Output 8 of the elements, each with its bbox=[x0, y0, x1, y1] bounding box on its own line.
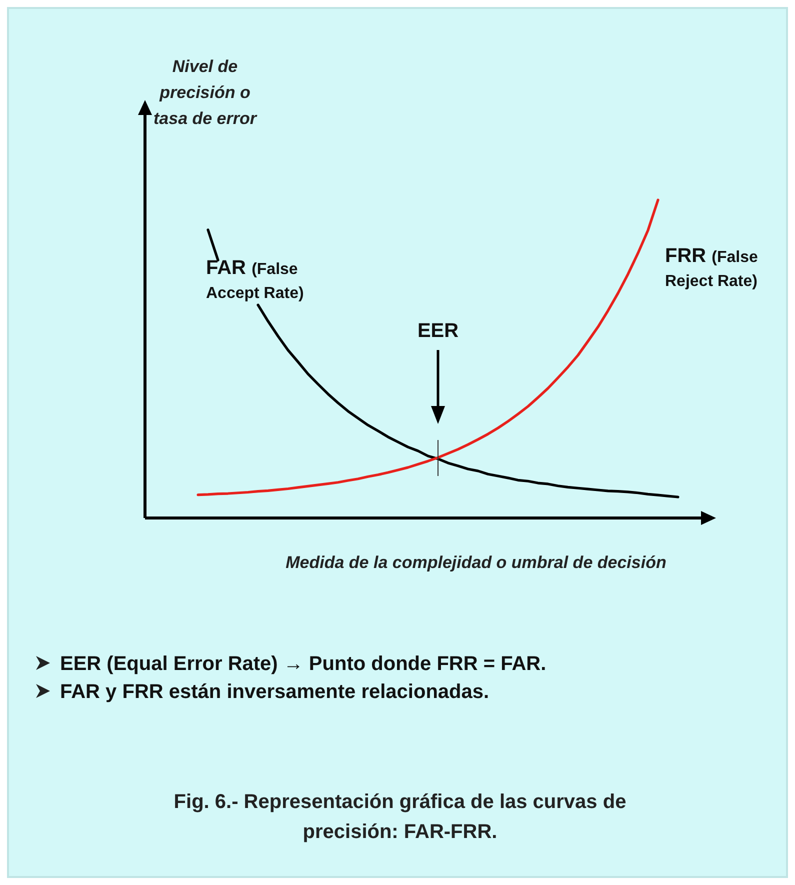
text: EER (Equal Error Rate) → Punto donde FRR = FAR. bbox=[60, 653, 546, 675]
x-axis-title: Medida de la complejidad o umbral de decisión bbox=[286, 553, 666, 572]
series-label: FAR (False Accept Rate) bbox=[206, 257, 304, 302]
y-axis-title: Nivel de precisión o tasa de error bbox=[154, 57, 258, 128]
caption: Fig. 6.- Representación gráfica de las curvas de precisión: FAR-FRR. bbox=[174, 791, 626, 843]
series-label: FRR (False Reject Rate) bbox=[665, 245, 758, 290]
text: FAR y FRR están inversamente relacionadas. bbox=[60, 681, 490, 703]
annotation: EER bbox=[417, 320, 460, 342]
